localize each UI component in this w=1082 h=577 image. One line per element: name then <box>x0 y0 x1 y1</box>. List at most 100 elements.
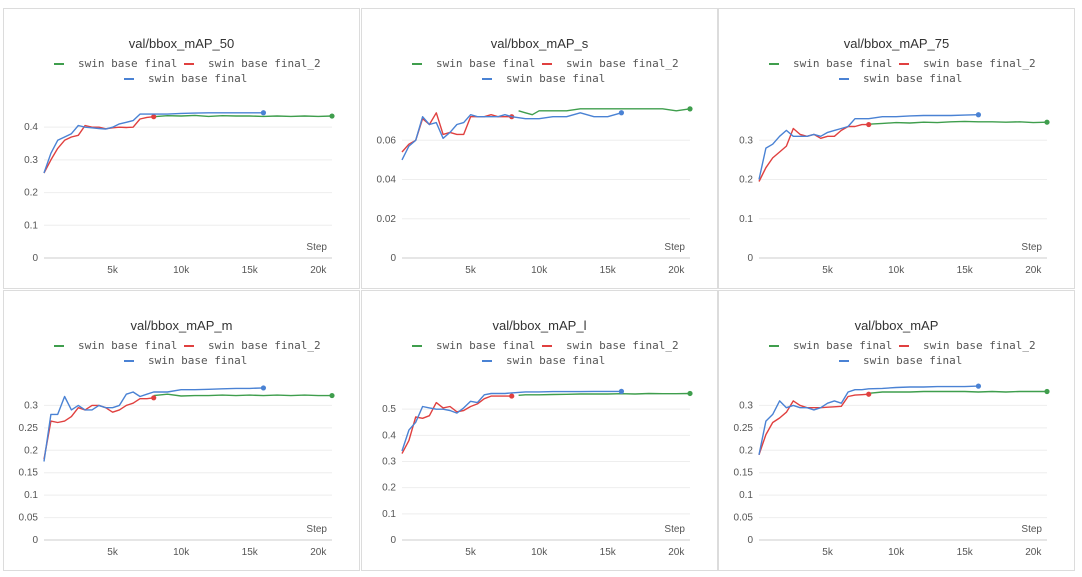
y-tick-label: 0.4 <box>382 430 396 441</box>
series-end-point[interactable] <box>975 112 982 118</box>
legend-item[interactable]: swin base final_2 <box>542 57 679 70</box>
series-line[interactable] <box>758 393 869 456</box>
x-tick-label: 20k <box>310 265 327 276</box>
series-line[interactable] <box>401 395 512 454</box>
series-line[interactable] <box>518 392 691 396</box>
legend-swatch <box>124 360 134 362</box>
legend-label: swin base final <box>793 339 893 352</box>
x-tick-label: 20k <box>668 547 685 558</box>
series-line[interactable] <box>401 390 622 452</box>
y-tick-label: 0 <box>32 535 38 546</box>
legend-swatch <box>839 360 849 362</box>
series-end-point[interactable] <box>151 395 157 401</box>
y-tick-label: 0.05 <box>734 513 754 524</box>
series-end-point[interactable] <box>618 388 625 394</box>
series-end-point[interactable] <box>329 113 335 119</box>
legend-item[interactable]: swin base final <box>482 354 605 367</box>
y-tick-label: 0.2 <box>739 175 753 186</box>
legend-swatch <box>412 63 422 65</box>
legend-item[interactable]: swin base final_2 <box>184 339 321 352</box>
x-tick-label: 20k <box>1025 547 1042 558</box>
series-line[interactable] <box>43 387 264 462</box>
legend-swatch <box>899 63 909 65</box>
series-end-point[interactable] <box>687 106 693 112</box>
chart-panel: val/bbox_mAP_s swin base final swin base f… <box>361 8 718 289</box>
legend-label: swin base final <box>863 72 963 85</box>
y-tick-label: 0.1 <box>739 214 753 225</box>
x-tick-label: 5k <box>465 265 477 276</box>
legend-label: swin base final <box>78 339 178 352</box>
legend-item[interactable]: swin base final_2 <box>899 339 1036 352</box>
x-tick-label: 5k <box>822 265 834 276</box>
legend-item[interactable]: swin base final <box>769 57 892 70</box>
y-tick-label: 0.3 <box>739 400 753 411</box>
legend-item[interactable]: swin base final_2 <box>899 57 1036 70</box>
x-tick-label: 10k <box>173 547 190 558</box>
legend-item[interactable]: swin base final <box>769 339 892 352</box>
series-line[interactable] <box>518 108 691 116</box>
legend-item[interactable]: swin base final <box>54 339 177 352</box>
series-line[interactable] <box>868 120 1048 125</box>
series-line[interactable] <box>868 390 1047 394</box>
legend-item[interactable]: swin base final <box>839 72 962 85</box>
series-line[interactable] <box>758 123 869 182</box>
y-tick-label: 0.3 <box>382 457 396 468</box>
legend-item[interactable]: swin base final <box>482 72 605 85</box>
legend-label: swin base final_2 <box>566 57 679 70</box>
series-end-point[interactable] <box>866 391 872 397</box>
line-chart: 0 0.1 0.2 0.3 0.4 5k 10k 15k 20k Step <box>24 110 335 276</box>
legend-item[interactable]: swin base final <box>124 72 247 85</box>
series-end-point[interactable] <box>1044 119 1050 125</box>
series-end-point[interactable] <box>260 385 267 391</box>
legend-swatch <box>769 63 779 65</box>
series-line[interactable] <box>401 112 622 161</box>
series-end-point[interactable] <box>329 392 335 399</box>
legend-swatch <box>542 345 552 347</box>
series-line[interactable] <box>43 112 264 174</box>
x-tick-label: 15k <box>957 547 974 558</box>
y-tick-label: 0.2 <box>24 445 38 456</box>
x-tick-label: 15k <box>600 265 617 276</box>
legend-label: swin base final_2 <box>208 57 321 70</box>
y-tick-label: 0.5 <box>382 404 396 415</box>
legend-label: swin base final <box>793 57 893 70</box>
series-end-point[interactable] <box>151 114 157 120</box>
series-line[interactable] <box>153 114 333 118</box>
series-line[interactable] <box>43 116 154 174</box>
series-end-point[interactable] <box>618 110 625 116</box>
y-tick-label: 0.2 <box>739 445 753 456</box>
legend-swatch <box>482 360 492 362</box>
x-tick-label: 20k <box>1025 265 1042 276</box>
series-line[interactable] <box>153 393 332 397</box>
x-tick-label: 5k <box>465 547 477 558</box>
legend-label: swin base final <box>436 339 536 352</box>
legend-item[interactable]: swin base final <box>412 339 535 352</box>
series-line[interactable] <box>758 385 979 455</box>
x-axis-label: Step <box>306 242 327 253</box>
chart-panel: val/bbox_mAP_75 swin base final swin base … <box>718 8 1075 289</box>
y-tick-label: 0.15 <box>19 468 39 479</box>
series-line[interactable] <box>758 114 979 180</box>
legend-item[interactable]: swin base final_2 <box>542 339 679 352</box>
series-end-point[interactable] <box>866 121 872 128</box>
legend-item[interactable]: swin base final <box>124 354 247 367</box>
series-end-point[interactable] <box>1044 388 1050 395</box>
legend-item[interactable]: swin base final_2 <box>184 57 321 70</box>
legend-label: swin base final <box>148 72 248 85</box>
legend-swatch <box>184 345 194 347</box>
series-end-point[interactable] <box>687 390 693 397</box>
series-end-point[interactable] <box>509 393 515 399</box>
legend-item[interactable]: swin base final <box>54 57 177 70</box>
x-tick-label: 15k <box>242 547 259 558</box>
y-tick-label: 0 <box>390 253 396 264</box>
series-end-point[interactable] <box>260 110 267 116</box>
legend-item[interactable]: swin base final <box>839 354 962 367</box>
series-end-point[interactable] <box>975 383 982 389</box>
legend-label: swin base final <box>78 57 178 70</box>
legend-label: swin base final <box>436 57 536 70</box>
legend-swatch <box>482 78 492 80</box>
legend-swatch <box>769 345 779 347</box>
legend-item[interactable]: swin base final <box>412 57 535 70</box>
legend-label: swin base final_2 <box>923 57 1036 70</box>
